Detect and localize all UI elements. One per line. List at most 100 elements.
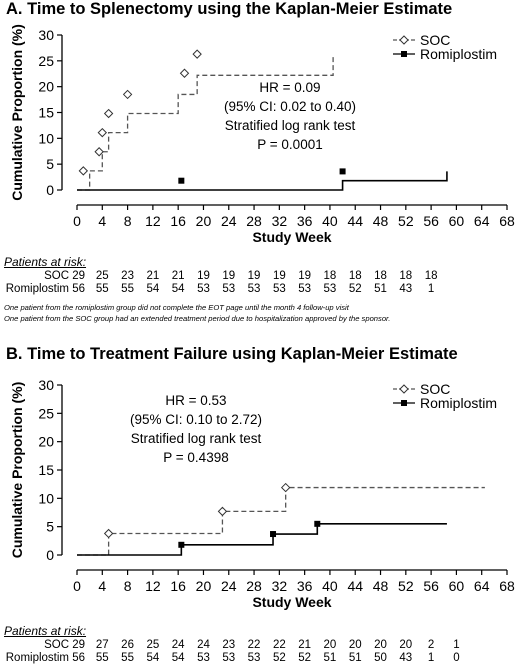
risk-count-cell: 55: [95, 283, 109, 295]
hr-annotation-line: Stratified log rank test: [131, 431, 262, 446]
romiplostim-marker: [178, 177, 185, 184]
risk-row-label: Romiplostim 56: [5, 652, 85, 664]
x-tick-label: 8: [124, 213, 132, 229]
hr-annotation-line: (95% CI: 0.02 to 0.40): [224, 99, 356, 114]
x-tick-label: 12: [145, 213, 161, 229]
x-tick-label: 24: [221, 578, 237, 594]
risk-count-cell: 53: [197, 283, 210, 295]
x-tick-label: 16: [170, 213, 186, 229]
risk-count-cell: 51: [348, 652, 362, 664]
risk-count-cell: 19: [272, 270, 286, 282]
x-tick-label: 44: [347, 213, 363, 229]
footnote: One patient from the SOC group had an ex…: [4, 314, 391, 323]
risk-count-cell: 55: [121, 652, 134, 664]
soc-marker: [179, 68, 190, 78]
legend-label: Romiplostim: [420, 46, 497, 62]
risk-count-cell: 22: [247, 639, 261, 651]
risk-count-cell: 27: [95, 639, 109, 651]
x-tick-label: 32: [272, 578, 288, 594]
hr-annotation-line: HR = 0.53: [165, 393, 226, 408]
soc-marker: [78, 166, 89, 176]
risk-count-cell: 43: [399, 283, 413, 295]
soc-marker: [217, 506, 228, 517]
x-tick-label: 20: [196, 578, 212, 594]
y-tick-label: 15: [38, 105, 54, 121]
x-tick-label: 52: [398, 213, 414, 229]
series-soc-line: [77, 54, 334, 191]
risk-count-cell: 53: [298, 283, 312, 295]
x-tick-label: 60: [449, 213, 465, 229]
risk-count-cell: 21: [298, 639, 312, 651]
risk-count-cell: 19: [298, 270, 312, 282]
risk-count-cell: 54: [171, 283, 185, 295]
romiplostim-marker: [270, 531, 277, 538]
risk-count-cell: 53: [222, 652, 236, 664]
legend-romiplostim-marker: [401, 51, 407, 57]
risk-count-cell: 20: [399, 639, 413, 651]
soc-marker: [280, 482, 291, 493]
x-tick-label: 32: [272, 213, 288, 229]
x-tick-label: 16: [170, 578, 186, 594]
risk-count-cell: 18: [399, 270, 413, 282]
risk-table-heading: Patients at risk:: [4, 255, 87, 269]
risk-count-cell: 24: [197, 639, 210, 651]
risk-count-cell: 24: [171, 639, 185, 651]
panel-splenectomy: A. Time to Splenectomy using the Kaplan-…: [4, 0, 515, 323]
y-tick-label: 5: [46, 156, 54, 172]
legend-label: Romiplostim: [420, 395, 497, 411]
x-tick-label: 64: [474, 578, 490, 594]
risk-count-cell: 52: [298, 652, 312, 664]
risk-count-cell: 19: [247, 270, 261, 282]
risk-count-cell: 43: [399, 652, 413, 664]
x-tick-label: 28: [246, 213, 262, 229]
risk-count-cell: 26: [121, 639, 134, 651]
risk-count-cell: 20: [348, 639, 362, 651]
series-soc-line: [77, 486, 485, 556]
x-tick-label: 0: [73, 578, 81, 594]
risk-count-cell: 23: [222, 639, 236, 651]
x-tick-label: 48: [373, 213, 389, 229]
risk-count-cell: 23: [121, 270, 134, 282]
soc-marker: [97, 127, 108, 138]
soc-marker: [192, 49, 202, 59]
x-axis-label: Study Week: [252, 229, 331, 245]
soc-marker: [122, 89, 133, 100]
risk-count-cell: 18: [323, 270, 337, 282]
risk-count-cell: 52: [272, 652, 286, 664]
risk-count-cell: 1: [427, 283, 435, 295]
risk-count-cell: 55: [95, 652, 109, 664]
risk-count-cell: 55: [121, 283, 134, 295]
series-romiplostim-line: [77, 523, 447, 556]
romiplostim-marker: [339, 168, 346, 175]
romiplostim-marker: [178, 541, 185, 548]
x-tick-label: 56: [423, 578, 439, 594]
x-tick-label: 28: [246, 578, 262, 594]
risk-table-heading: Patients at risk:: [4, 624, 87, 638]
chart-title: B. Time to Treatment Failure using Kapla…: [6, 345, 458, 363]
risk-row-label: SOC 29: [44, 639, 85, 651]
soc-marker: [94, 147, 104, 157]
risk-count-cell: 51: [323, 652, 337, 664]
risk-count-cell: 54: [171, 652, 185, 664]
x-tick-label: 44: [347, 578, 363, 594]
x-axis-label: Study Week: [252, 594, 331, 610]
x-tick-label: 52: [398, 578, 414, 594]
footnote: One patient from the romiplostim group d…: [4, 303, 349, 312]
risk-count-cell: 19: [222, 270, 236, 282]
risk-count-cell: 54: [146, 652, 160, 664]
x-tick-label: 64: [474, 213, 490, 229]
x-tick-label: 36: [297, 213, 313, 229]
soc-marker: [103, 108, 114, 119]
risk-count-cell: 50: [374, 652, 387, 664]
risk-count-cell: 18: [374, 270, 387, 282]
risk-count-cell: 18: [424, 270, 438, 282]
x-tick-label: 24: [221, 213, 237, 229]
chart-title: A. Time to Splenectomy using the Kaplan-…: [6, 0, 453, 18]
hr-annotation-line: P = 0.4398: [163, 450, 228, 465]
y-tick-label: 30: [38, 27, 54, 43]
risk-row-label: Romiplostim 56: [5, 283, 85, 295]
romiplostim-marker: [314, 520, 321, 527]
series-romiplostim-line: [77, 171, 448, 191]
risk-count-cell: 1: [453, 639, 460, 651]
